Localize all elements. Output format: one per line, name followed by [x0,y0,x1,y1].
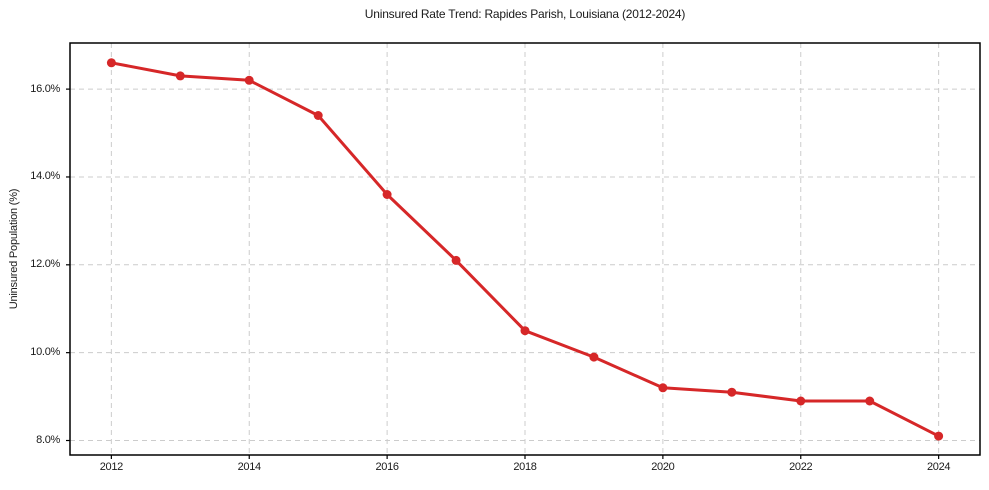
data-point-2018 [520,326,530,336]
y-tick-label: 14.0% [30,170,60,183]
x-tick-label: 2012 [99,461,124,473]
y-tick-label: 10.0% [30,346,60,359]
x-tick-label: 2018 [513,461,537,473]
plot-frame [69,42,981,456]
data-point-2022 [796,396,806,406]
x-tick-label: 2016 [375,461,399,473]
x-tick-label: 2020 [651,461,675,473]
data-point-2024 [934,431,944,441]
data-point-2013 [175,71,185,81]
data-point-2014 [244,75,254,85]
data-point-2019 [589,352,599,362]
chart-title: Uninsured Rate Trend: Rapides Parish, Lo… [364,7,686,21]
data-point-2015 [313,111,323,120]
y-tick-label: 8.0% [36,434,60,446]
x-tick-label: 2022 [789,461,813,473]
data-point-2021 [727,387,737,397]
y-tick-label: 12.0% [30,258,60,271]
data-point-2012 [106,58,116,68]
data-point-2017 [451,255,461,265]
x-tick-label: 2024 [926,461,951,473]
y-tick-label: 16.0% [30,82,60,95]
x-tick-label: 2014 [237,461,262,473]
data-point-2020 [658,383,668,393]
data-point-2023 [865,396,875,406]
data-point-2016 [382,190,392,199]
